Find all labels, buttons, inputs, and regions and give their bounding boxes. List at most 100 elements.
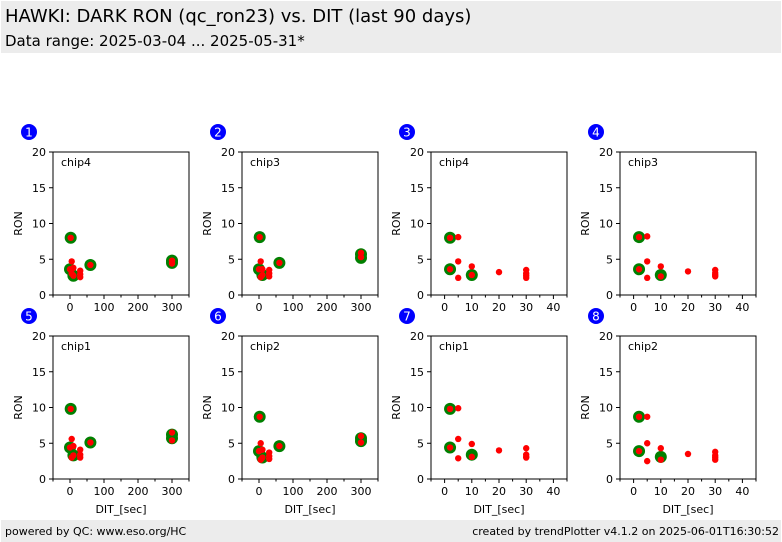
x-axis-label: DIT_[sec]	[662, 503, 713, 516]
y-tick-label: 10	[599, 218, 613, 231]
x-tick-label: 0	[256, 301, 263, 314]
data-point-small	[635, 266, 643, 273]
data-point-small	[446, 444, 454, 451]
x-tick-label: 300	[351, 485, 372, 498]
data-point-small	[257, 258, 264, 265]
data-point-small	[455, 258, 462, 265]
x-tick-label: 200	[128, 301, 149, 314]
data-point-small	[468, 453, 475, 461]
chip-label: chip4	[439, 156, 469, 169]
x-tick-label: 0	[67, 485, 74, 498]
panel-number-text: 1	[25, 126, 33, 140]
data-point-small	[644, 233, 651, 240]
y-tick-label: 20	[599, 146, 613, 159]
data-point-small	[455, 455, 462, 462]
data-point-small	[70, 272, 77, 279]
y-tick-label: 15	[221, 182, 235, 195]
x-tick-label: 0	[67, 301, 74, 314]
x-tick-label: 10	[465, 301, 479, 314]
data-point-small	[259, 454, 266, 461]
data-point-small	[523, 445, 530, 452]
y-tick-label: 5	[417, 437, 424, 450]
footer-created-by: created by trendPlotter v4.1.2 on 2025-0…	[472, 525, 779, 538]
x-tick-label: 100	[94, 301, 115, 314]
y-tick-label: 5	[417, 253, 424, 266]
chip-label: chip4	[61, 156, 91, 169]
data-point-small	[495, 447, 503, 454]
data-point-small	[657, 273, 664, 280]
y-tick-label: 10	[221, 218, 235, 231]
x-tick-label: 20	[681, 301, 695, 314]
panel-number-badge	[399, 308, 415, 324]
data-point-small	[712, 273, 719, 280]
chip-label: chip1	[61, 340, 91, 353]
panel-number-badge	[21, 124, 37, 140]
data-range-subtitle: Data range: 2025-03-04 ... 2025-05-31*	[5, 32, 305, 50]
y-tick-label: 0	[606, 473, 613, 486]
data-point-small	[523, 274, 530, 282]
x-tick-label: 30	[708, 301, 722, 314]
y-axis-label: RON	[12, 211, 25, 236]
chip-label: chip1	[439, 340, 469, 353]
data-point-small	[446, 234, 454, 241]
data-point-small	[468, 440, 475, 448]
chip-label: chip3	[628, 156, 658, 169]
y-tick-label: 0	[39, 473, 46, 486]
axes-frame	[619, 335, 757, 480]
y-axis-label: RON	[201, 211, 214, 236]
x-tick-label: 30	[519, 485, 533, 498]
x-tick-label: 40	[735, 301, 749, 314]
data-point-small	[67, 405, 74, 413]
x-tick-label: 10	[654, 301, 668, 314]
data-point-small	[276, 442, 283, 450]
y-tick-label: 5	[39, 253, 46, 266]
y-tick-label: 20	[32, 330, 46, 343]
data-point-small	[87, 439, 94, 446]
y-tick-label: 10	[410, 218, 424, 231]
x-tick-label: 200	[317, 301, 338, 314]
x-tick-label: 40	[546, 485, 560, 498]
y-tick-label: 5	[606, 253, 613, 266]
data-point-small	[495, 268, 503, 276]
y-axis-label: RON	[579, 211, 592, 236]
x-tick-label: 20	[492, 301, 506, 314]
data-point-small	[168, 429, 176, 436]
chip-label: chip2	[250, 340, 280, 353]
x-axis-label: DIT_[sec]	[284, 503, 335, 516]
y-tick-label: 10	[221, 402, 235, 415]
y-tick-label: 20	[410, 330, 424, 343]
panel-number-text: 3	[403, 126, 411, 140]
y-tick-label: 15	[410, 182, 424, 195]
data-point-small	[635, 447, 643, 455]
y-tick-label: 15	[32, 182, 46, 195]
data-point-small	[644, 457, 651, 465]
chip-label: chip3	[250, 156, 280, 169]
data-point-small	[77, 446, 84, 453]
data-point-small	[168, 437, 176, 444]
data-point-small	[66, 266, 74, 273]
data-point-small	[67, 234, 74, 241]
panel-number-badge	[210, 308, 226, 324]
x-tick-label: 0	[256, 485, 263, 498]
data-point-small	[455, 274, 462, 282]
data-point-small	[68, 435, 75, 443]
data-point-small	[446, 266, 454, 273]
panel-number-badge	[588, 124, 604, 140]
y-tick-label: 10	[32, 218, 46, 231]
y-tick-label: 5	[228, 253, 235, 266]
data-point-small	[70, 452, 77, 459]
x-tick-label: 300	[351, 301, 372, 314]
data-point-small	[357, 253, 365, 261]
y-axis-label: RON	[201, 395, 214, 420]
y-tick-label: 0	[417, 289, 424, 302]
data-point-small	[455, 233, 462, 241]
y-tick-label: 0	[606, 289, 613, 302]
x-tick-label: 20	[492, 485, 506, 498]
data-point-small	[266, 455, 273, 463]
x-tick-label: 200	[128, 485, 149, 498]
scatter-panel-8: 8 0 5 10 15 20 0 10 20 30 40 RON DIT_[sec] chip2	[579, 308, 757, 516]
y-tick-label: 15	[599, 182, 613, 195]
data-point-small	[357, 432, 365, 440]
